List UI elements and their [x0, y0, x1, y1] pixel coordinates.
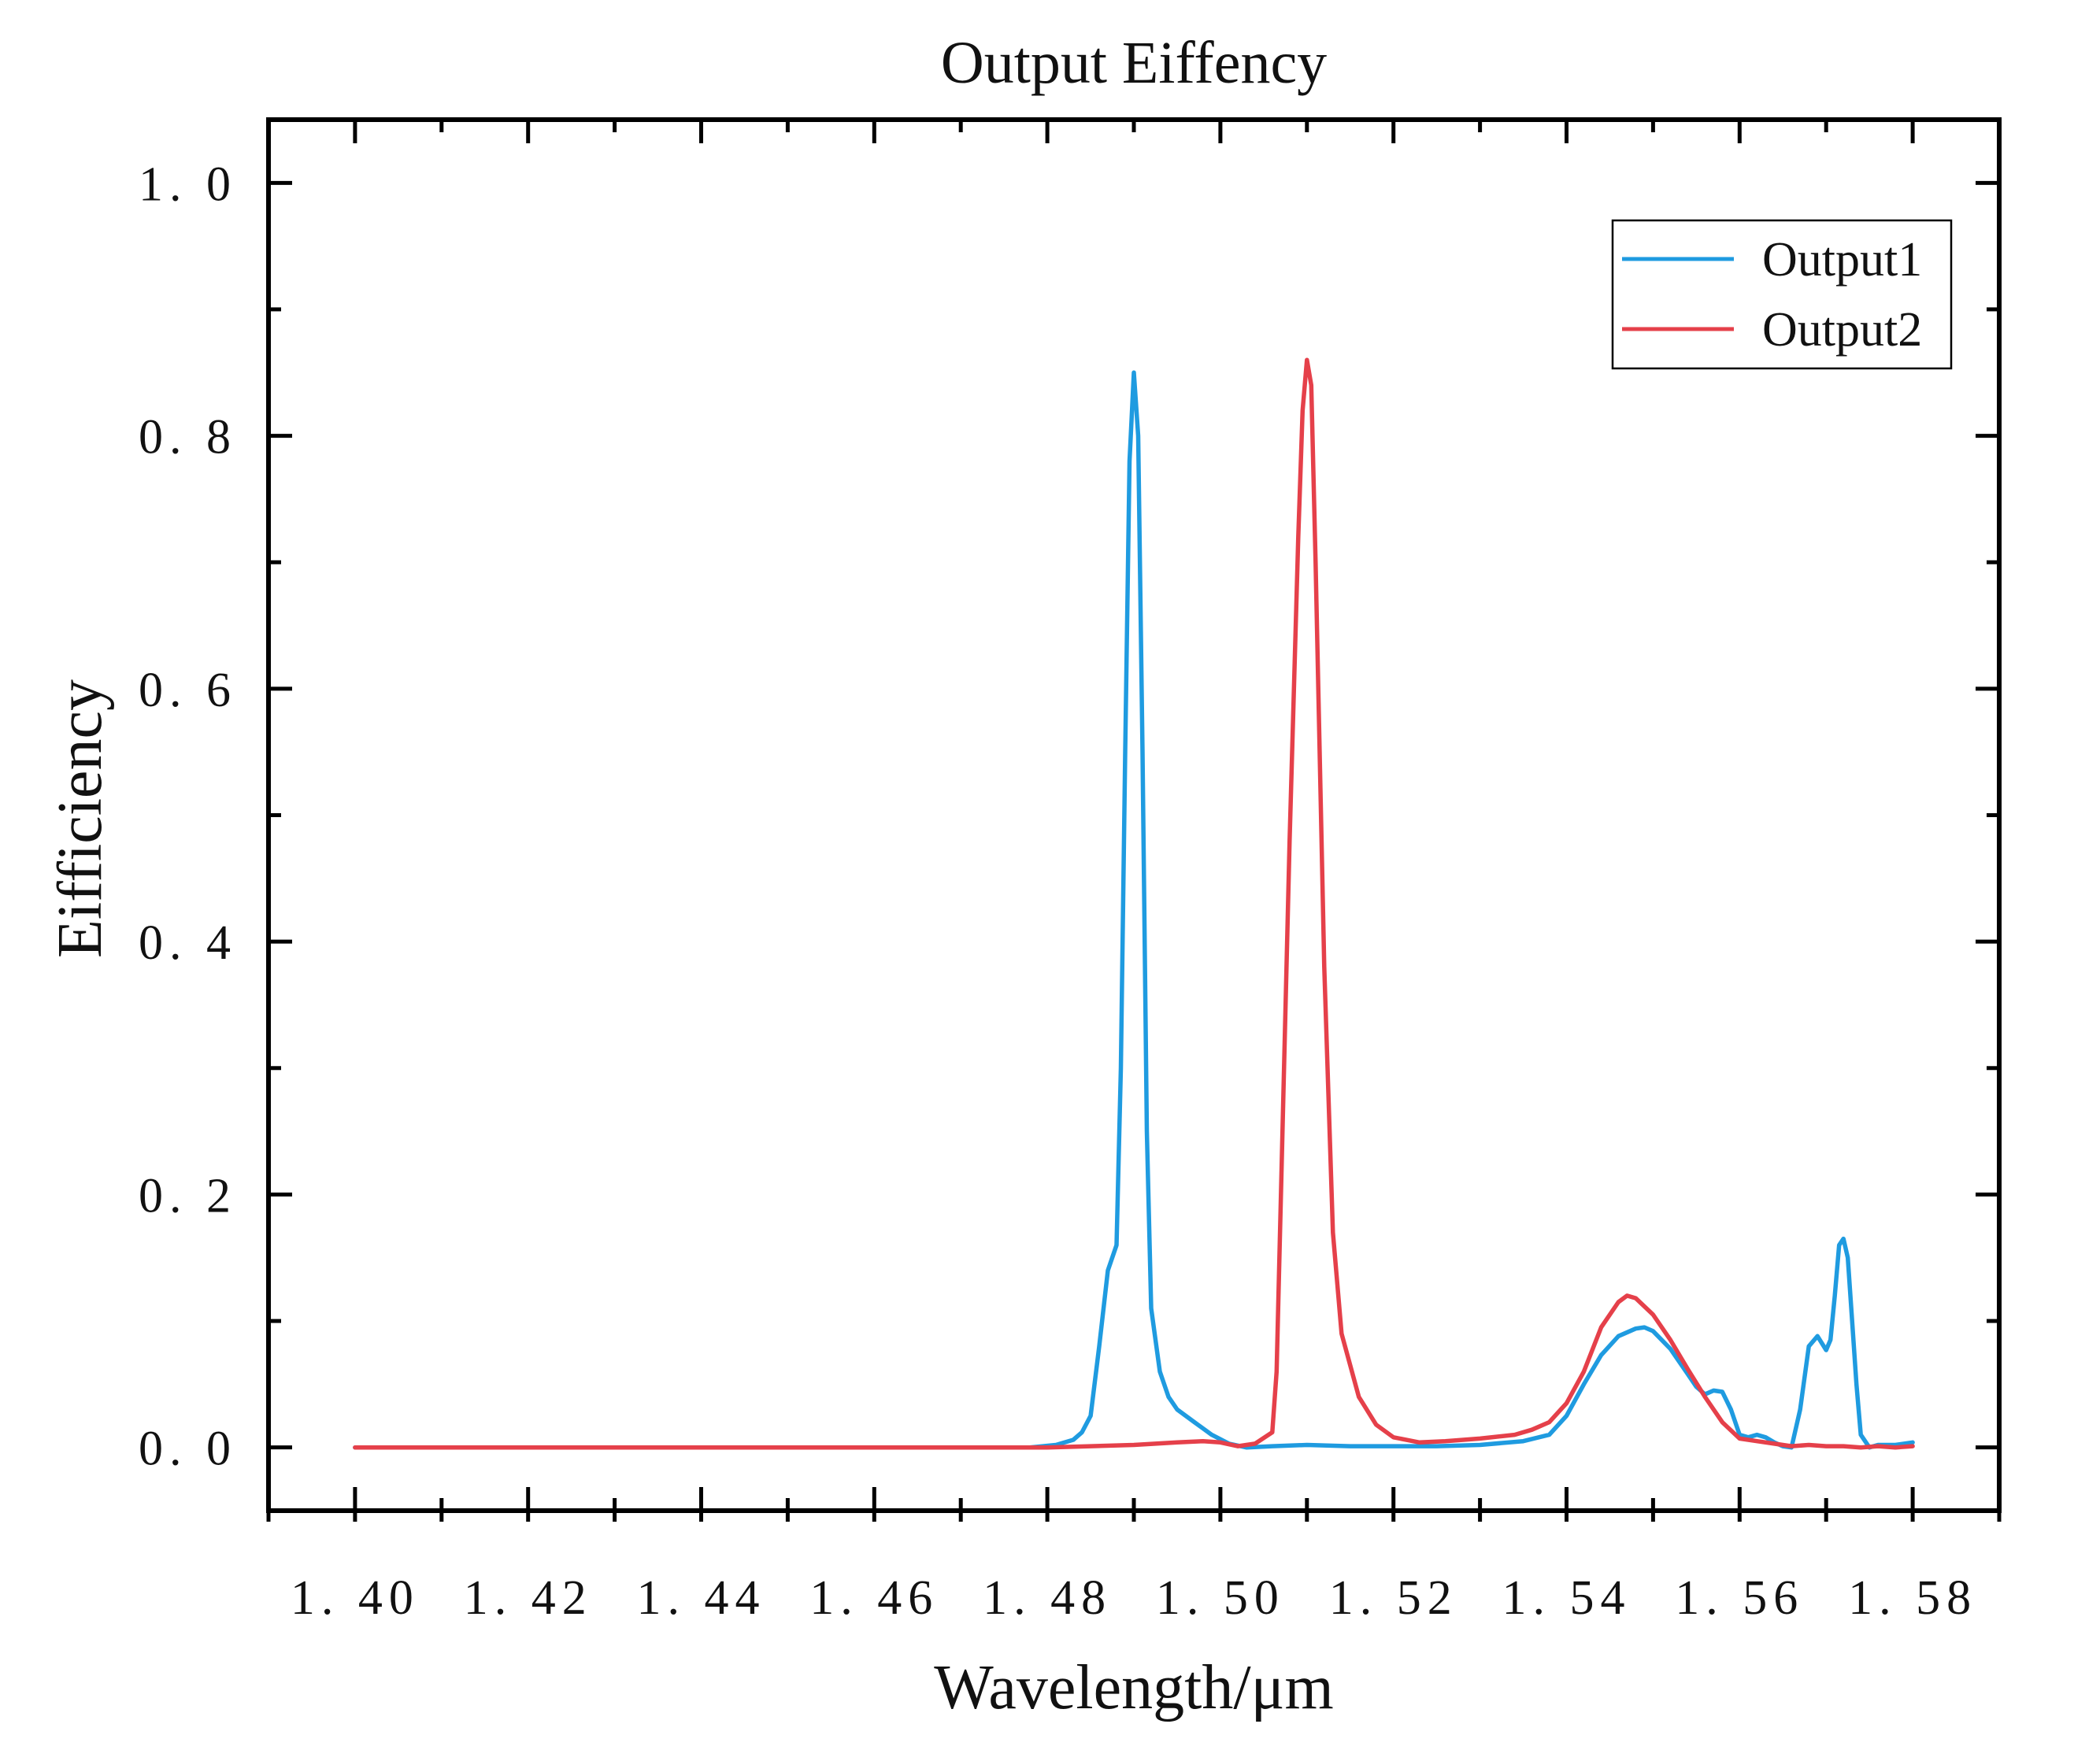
y-tick-label: 0. 2	[139, 1169, 237, 1223]
legend: Output1 Output2	[1611, 219, 1953, 370]
x-tick-label: 1. 52	[1329, 1571, 1458, 1625]
x-tick-label: 1. 44	[637, 1571, 766, 1625]
x-tick-label: 1. 42	[464, 1571, 593, 1625]
x-tick-label: 1. 48	[983, 1571, 1112, 1625]
y-axis-title: Eifficiency	[46, 679, 115, 958]
x-tick-label: 1. 50	[1156, 1571, 1285, 1625]
x-axis-title: Wavelength/μm	[934, 1653, 1333, 1722]
series-line-output2	[353, 357, 1915, 1450]
y-tick-label: 0. 4	[139, 916, 237, 970]
x-tick-label: 1. 58	[1848, 1571, 1977, 1625]
series-line-output1	[353, 370, 1915, 1450]
x-axis-ticks: 1. 40 1. 42 1. 44 1. 46 1. 48 1. 50 1. 52 1. 54…	[266, 120, 2002, 1625]
legend-label-output2: Output2	[1762, 303, 1922, 357]
y-tick-label: 0. 0	[139, 1422, 237, 1476]
x-tick-label: 1. 46	[809, 1571, 939, 1625]
legend-box	[1611, 219, 1953, 370]
chart-title: Output Eiffency	[941, 30, 1327, 96]
series-layer	[353, 357, 1915, 1450]
y-axis-ticks: 0. 0 0. 2 0. 4 0. 6 0. 8 1. 0	[139, 157, 1999, 1476]
x-tick-label: 1. 54	[1502, 1571, 1631, 1625]
y-tick-label: 0. 6	[139, 664, 237, 717]
x-tick-label: 1. 40	[291, 1571, 420, 1625]
y-tick-label: 1. 0	[139, 157, 237, 211]
x-tick-label: 1. 56	[1675, 1571, 1804, 1625]
y-tick-label: 0. 8	[139, 411, 237, 464]
legend-label-output1: Output1	[1762, 233, 1922, 287]
